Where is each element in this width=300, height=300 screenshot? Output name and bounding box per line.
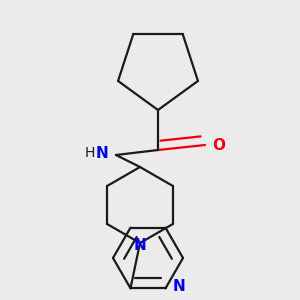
Text: N: N (173, 279, 186, 294)
Text: N: N (134, 238, 146, 253)
Text: O: O (212, 137, 226, 152)
Text: H: H (85, 146, 95, 160)
Text: N: N (96, 146, 108, 160)
